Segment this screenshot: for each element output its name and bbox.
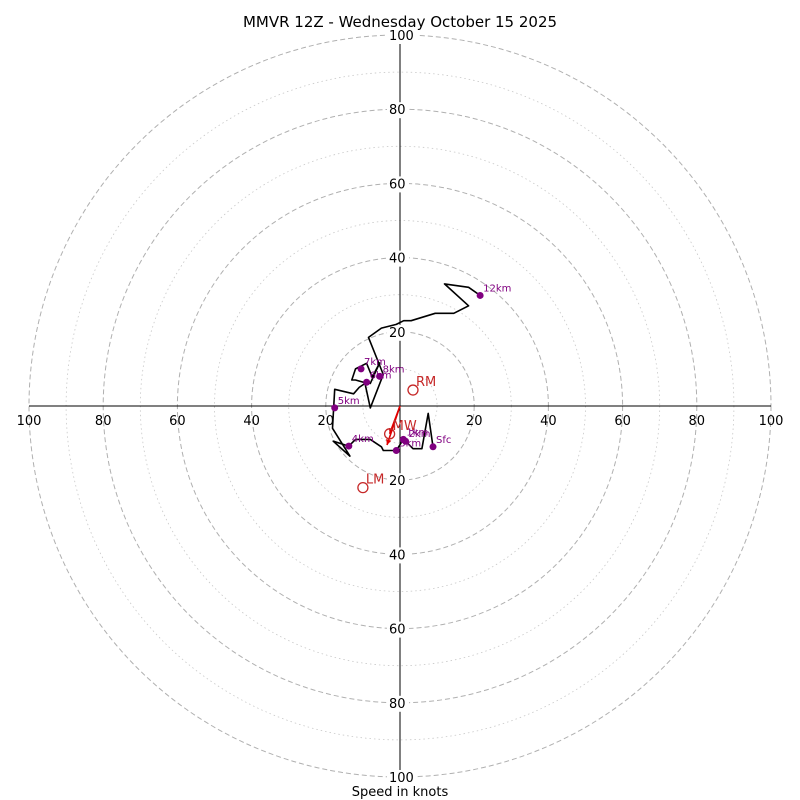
tick-left-60: 60 <box>169 414 186 429</box>
height-label-Sfc: Sfc <box>436 435 451 446</box>
height-label-3km: 3km <box>399 439 421 450</box>
height-marker-5km <box>331 404 339 412</box>
chart-title: MMVR 12Z - Wednesday October 15 2025 <box>243 13 557 31</box>
tick-up-80-bg <box>387 102 409 119</box>
height-marker-7km <box>357 365 365 373</box>
tick-down-40-bg <box>387 547 409 564</box>
height-marker-Sfc <box>429 443 437 451</box>
tick-up-40-bg <box>387 250 409 267</box>
height-label-8km: 8km <box>383 364 405 375</box>
height-label-1km: 1km <box>406 427 428 438</box>
tick-right-80: 80 <box>689 414 706 429</box>
height-markers: Sfc1km2km3km4km5km6km7km8km12km <box>331 283 511 455</box>
tick-right-40: 40 <box>540 414 557 429</box>
storm-marker-MW <box>383 428 396 440</box>
tick-left-40: 40 <box>243 414 260 429</box>
height-marker-6km <box>363 378 371 386</box>
tick-up-20: 20 <box>389 326 406 341</box>
tick-left-100: 100 <box>17 414 42 429</box>
tick-down-20: 20 <box>389 474 406 489</box>
storm-label-MW: MW <box>393 419 417 434</box>
tick-left-20: 20 <box>318 414 335 429</box>
height-marker-3km <box>392 447 400 455</box>
tick-up-80: 80 <box>389 103 406 118</box>
storm-label-RM: RM <box>416 375 436 390</box>
storm-marker-RM <box>407 384 419 396</box>
tick-down-100-bg <box>387 770 417 786</box>
tick-up-100-bg <box>387 28 417 44</box>
tick-left-80: 80 <box>95 414 112 429</box>
tick-down-80: 80 <box>389 697 406 712</box>
height-marker-2km <box>402 437 410 445</box>
tick-up-60-bg <box>387 176 409 193</box>
tick-up-20-bg <box>387 324 409 341</box>
x-axis-label: Speed in knots <box>352 785 449 800</box>
storm-motion-markers: RM LM MW <box>357 375 436 494</box>
height-marker-8km <box>376 372 384 380</box>
tick-down-100: 100 <box>389 771 414 786</box>
height-marker-12km <box>476 291 484 299</box>
wind-trace-line <box>331 283 481 457</box>
tick-up-40: 40 <box>389 252 406 267</box>
tick-down-60-bg <box>387 621 409 638</box>
wind-trace <box>331 283 481 457</box>
height-marker-4km <box>345 442 353 450</box>
storm-vector-head-2 <box>386 439 392 445</box>
tick-down-40: 40 <box>389 548 406 563</box>
storm-label-LM: LM <box>366 473 384 488</box>
tick-up-60: 60 <box>389 177 406 192</box>
tick-up-100: 100 <box>389 29 414 44</box>
storm-marker-LM <box>357 481 369 494</box>
height-label-7km: 7km <box>364 357 386 368</box>
tick-labels: 20 20 20 20 40 40 40 40 60 60 60 60 80 80 80 80 100 100 10… <box>17 28 784 786</box>
height-label-12km: 12km <box>483 283 511 294</box>
tick-right-60: 60 <box>614 414 631 429</box>
height-label-5km: 5km <box>338 396 360 407</box>
tick-down-60: 60 <box>389 623 406 638</box>
tick-down-20-bg <box>387 473 409 490</box>
height-label-2km: 2km <box>409 429 431 440</box>
tick-right-100: 100 <box>759 414 784 429</box>
tick-down-80-bg <box>387 695 409 712</box>
height-label-4km: 4km <box>352 434 374 445</box>
tick-right-20: 20 <box>466 414 483 429</box>
